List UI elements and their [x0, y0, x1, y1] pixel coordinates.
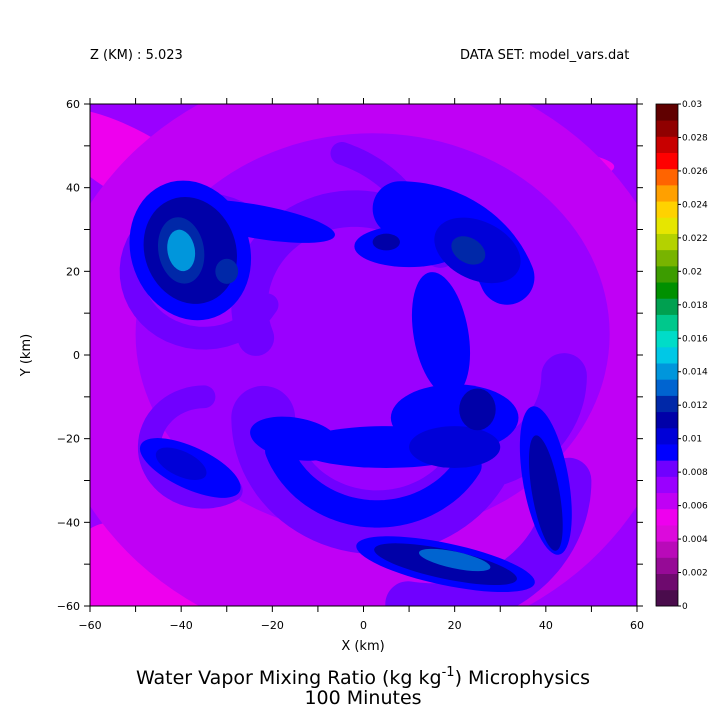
contour-region — [451, 236, 486, 265]
colorbar-swatch — [656, 573, 678, 591]
colorbar-swatch — [656, 525, 678, 542]
contour-region — [409, 426, 501, 468]
x-tick-label: −60 — [78, 619, 101, 632]
y-axis-label: Y (km) — [19, 334, 34, 377]
axes: −60 −40 −20 0 20 40 60 −60 −40 −20 0 20 40 60 — [57, 98, 644, 632]
x-tick-label: −20 — [261, 619, 284, 632]
colorbar-swatch — [656, 444, 678, 461]
contour-region — [155, 447, 207, 480]
colorbar-tick-label: 0.004 — [682, 535, 708, 545]
contour-region — [418, 548, 491, 572]
colorbar-tick-label: 0.012 — [682, 401, 708, 411]
x-tick-label: 20 — [448, 619, 462, 632]
colorbar: 0 0.002 0.004 0.006 0.008 0.01 0.012 0.014 0.016… — [655, 100, 708, 612]
colorbar-swatch — [656, 120, 678, 137]
colorbar-swatch — [656, 201, 678, 218]
contour-region — [411, 272, 471, 397]
colorbar-tick-label: 0.022 — [682, 234, 708, 244]
colorbar-swatch — [656, 249, 678, 267]
colorbar-swatch — [656, 314, 678, 332]
colorbar-swatch — [656, 363, 678, 380]
colorbar-swatch — [656, 184, 678, 202]
colorbar-tick-label: 0.006 — [682, 502, 708, 512]
x-tick-label: 40 — [539, 619, 553, 632]
colorbar-swatch — [656, 104, 678, 121]
colorbar-swatch — [656, 411, 678, 429]
colorbar-tick-label: 0.008 — [682, 468, 708, 478]
colorbar-tick-label: 0.024 — [682, 200, 708, 210]
colorbar-swatch — [656, 492, 678, 510]
colorbar-tick-label: 0.01 — [682, 435, 702, 445]
colorbar-tick-label: 0 — [682, 602, 688, 612]
contour-region — [528, 435, 563, 551]
x-axis-label: X (km) — [341, 639, 384, 654]
y-tick-label: 60 — [66, 98, 80, 111]
colorbar-swatch — [656, 168, 678, 186]
colorbar-swatch — [656, 282, 678, 299]
colorbar-swatch — [656, 152, 678, 170]
chart-title: Water Vapor Mixing Ratio (kg kg-1) Micro… — [136, 665, 590, 689]
colorbar-swatch — [656, 346, 678, 364]
plot-area — [90, 104, 637, 606]
colorbar-tick-label: 0.02 — [682, 267, 702, 277]
contour-region — [215, 258, 239, 284]
z-level-label: Z (KM) : 5.023 — [90, 48, 183, 63]
y-tick-label: −60 — [57, 600, 80, 613]
colorbar-swatch — [656, 460, 678, 477]
colorbar-tick-label: 0.03 — [682, 100, 702, 110]
colorbar-tick-label: 0.018 — [682, 301, 708, 311]
x-tick-label: 0 — [360, 619, 367, 632]
colorbar-tick-label: 0.026 — [682, 167, 708, 177]
colorbar-swatch — [656, 330, 678, 348]
colorbar-swatch — [656, 589, 678, 607]
colorbar-swatch — [656, 233, 678, 251]
colorbar-swatch — [656, 217, 678, 234]
colorbar-tick-label: 0.014 — [682, 368, 708, 378]
contour-region — [459, 388, 496, 431]
x-tick-label: −40 — [170, 619, 193, 632]
colorbar-swatch — [656, 557, 678, 575]
y-tick-label: 20 — [66, 265, 80, 278]
contour-region — [167, 229, 196, 272]
colorbar-frame — [655, 103, 679, 607]
colorbar-tick-label: 0.028 — [682, 133, 708, 143]
y-tick-label: −20 — [57, 433, 80, 446]
x-tick-label: 60 — [630, 619, 644, 632]
colorbar-swatch — [656, 476, 678, 494]
contour-region — [372, 233, 400, 251]
colorbar-swatch — [656, 427, 678, 445]
colorbar-swatch — [656, 541, 678, 558]
colorbar-swatch — [656, 298, 678, 315]
chart-subtitle: 100 Minutes — [304, 687, 421, 709]
colorbar-swatch — [656, 136, 678, 153]
colorbar-swatch — [656, 508, 678, 526]
colorbar-swatch — [656, 379, 678, 396]
colorbar-swatch — [656, 265, 678, 283]
y-tick-label: 40 — [66, 182, 80, 195]
colorbar-tick-label: 0.002 — [682, 569, 708, 579]
colorbar-tick-label: 0.016 — [682, 334, 708, 344]
y-tick-label: −40 — [57, 516, 80, 529]
colorbar-swatch — [656, 395, 678, 413]
dataset-label: DATA SET: model_vars.dat — [460, 48, 630, 63]
y-tick-label: 0 — [73, 349, 80, 362]
contour-band — [265, 437, 482, 528]
